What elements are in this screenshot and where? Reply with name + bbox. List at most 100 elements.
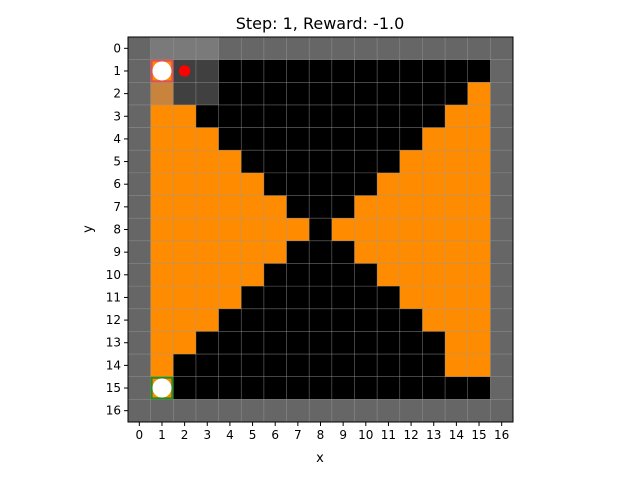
cell-lava xyxy=(286,82,310,106)
cell-wall xyxy=(286,399,310,423)
cell-lava xyxy=(286,150,310,174)
cell-lava xyxy=(331,354,355,378)
cell-floor xyxy=(467,195,491,219)
cell-lava xyxy=(331,286,355,310)
target-marker xyxy=(178,65,191,77)
cell-lava xyxy=(218,331,242,355)
cell-floor xyxy=(195,240,219,264)
cell-lava xyxy=(377,286,401,310)
cell-lava xyxy=(354,82,378,106)
cell-lava xyxy=(195,104,219,128)
goal-cell-highlight xyxy=(150,376,174,400)
cell-wall xyxy=(128,150,151,174)
cell-lava xyxy=(377,331,401,355)
x-axis-ticks: 0 1 2 3 4 5 6 7 8 9 10 11 12 13 14 15 16 xyxy=(136,422,509,442)
cell-wall xyxy=(195,37,219,60)
cell-wall xyxy=(150,37,174,60)
cell-lava xyxy=(309,218,333,242)
cell-lava xyxy=(331,376,355,400)
cell-lava xyxy=(399,82,423,106)
cell-lava xyxy=(331,240,355,264)
cell-floor xyxy=(399,240,423,264)
cell-floor xyxy=(241,218,265,242)
cell-lava xyxy=(399,376,423,400)
cell-wall xyxy=(128,376,151,400)
cell-floor xyxy=(218,218,242,242)
cell-wall xyxy=(399,399,423,423)
cell-floor xyxy=(399,150,423,174)
x-tick-label: 4 xyxy=(226,428,234,442)
cell-lava xyxy=(218,127,242,151)
cell-wall xyxy=(309,37,333,60)
cell-lava xyxy=(263,59,287,83)
cell-lava xyxy=(445,82,469,106)
cell-lava xyxy=(241,127,265,151)
cell-lava xyxy=(331,195,355,219)
cell-lava xyxy=(263,354,287,378)
cell-lava xyxy=(218,82,242,106)
cell-floor xyxy=(422,286,446,310)
cell-floor xyxy=(150,172,174,196)
cell-floor xyxy=(150,218,174,242)
cell-lava xyxy=(241,286,265,310)
cell-floor xyxy=(422,263,446,287)
y-tick-label: 3 xyxy=(113,109,121,123)
cell-lava xyxy=(399,127,423,151)
cell-floor xyxy=(150,127,174,151)
cell-floor xyxy=(218,286,242,310)
agent-token xyxy=(152,61,172,81)
cell-floor xyxy=(467,218,491,242)
cell-lava xyxy=(331,127,355,151)
x-tick-label: 7 xyxy=(294,428,302,442)
cell-wall xyxy=(128,354,151,378)
cell-floor xyxy=(354,240,378,264)
cell-lava xyxy=(331,82,355,106)
cell-floor xyxy=(173,172,197,196)
cell-floor xyxy=(445,218,469,242)
cell-wall xyxy=(490,308,514,332)
cell-floor xyxy=(445,240,469,264)
cell-floor xyxy=(173,331,197,355)
cell-wall xyxy=(490,399,514,423)
x-tick-label: 2 xyxy=(181,428,189,442)
cell-wall xyxy=(218,37,242,60)
y-tick-label: 5 xyxy=(113,155,121,169)
cell-wall xyxy=(377,399,401,423)
cell-floor xyxy=(467,308,491,332)
cell-lava xyxy=(354,59,378,83)
cell-floor xyxy=(467,286,491,310)
cell-floor xyxy=(377,263,401,287)
cell-wall xyxy=(128,59,151,83)
cell-wall xyxy=(490,37,514,60)
cell-wall xyxy=(241,37,265,60)
cell-floor xyxy=(467,172,491,196)
cell-lava xyxy=(377,376,401,400)
cell-floor xyxy=(241,263,265,287)
cell-lava xyxy=(263,308,287,332)
cell-wall xyxy=(377,37,401,60)
cell-floor xyxy=(195,263,219,287)
cell-wall xyxy=(490,331,514,355)
cell-floor xyxy=(218,263,242,287)
cell-lava xyxy=(354,263,378,287)
y-tick-label: 1 xyxy=(113,64,121,78)
cell-lava xyxy=(309,240,333,264)
cell-lava xyxy=(422,82,446,106)
cell-floor xyxy=(173,263,197,287)
grid-lines xyxy=(128,37,513,422)
cell-floor xyxy=(218,150,242,174)
cell-lava xyxy=(331,150,355,174)
cell-wall xyxy=(128,399,151,423)
cell-floor xyxy=(422,150,446,174)
cell-lava xyxy=(377,104,401,128)
cell-floor xyxy=(173,286,197,310)
x-tick-label: 10 xyxy=(358,428,373,442)
cell-wall xyxy=(490,127,514,151)
y-axis-label: y xyxy=(81,225,96,233)
cell-lava xyxy=(286,286,310,310)
cell-wall xyxy=(490,240,514,264)
x-tick-label: 6 xyxy=(271,428,279,442)
cell-wall xyxy=(490,82,514,106)
cell-lava xyxy=(331,331,355,355)
